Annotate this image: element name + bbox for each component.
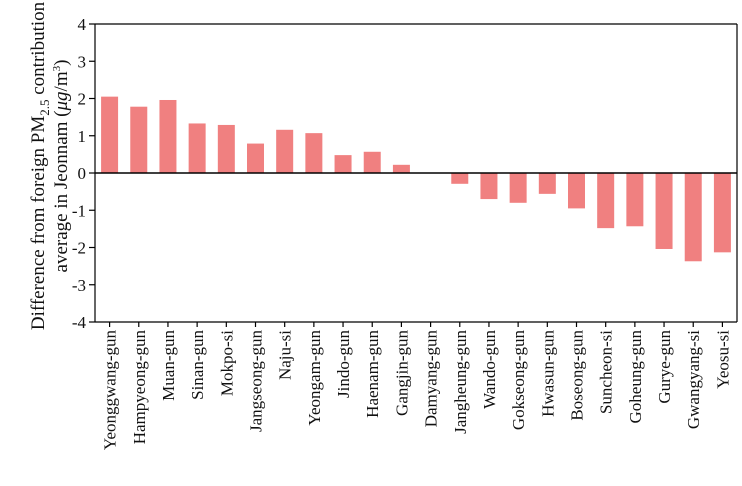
bar (188, 123, 206, 173)
x-tick-label: Boseong-gun (568, 330, 587, 421)
x-tick-label: Mokpo-si (217, 330, 236, 396)
bar (247, 143, 264, 173)
bar (538, 173, 556, 194)
axes-layer (89, 23, 738, 327)
x-tick-label: Damyang-gun (422, 330, 441, 428)
bar (713, 173, 731, 253)
y-tick-label: 2 (78, 90, 87, 109)
bar (276, 129, 294, 173)
x-tick-label: Naju-si (276, 330, 295, 380)
x-tick-label: Hampyeong-gun (130, 330, 149, 445)
x-tick-label: Jindo-gun (334, 330, 353, 399)
x-tick-label: Gurye-gun (655, 330, 674, 404)
bar (597, 173, 615, 229)
labels-layer: -4 -3 -2 -1 0 1 2 3 4 Yeonggwang-gun Hampyeong-gun… (72, 15, 733, 450)
y-tick-label: -4 (72, 313, 87, 332)
x-tick-label: Sinan-gun (188, 330, 207, 400)
bar (568, 173, 585, 209)
bar (655, 173, 673, 249)
bar (334, 155, 352, 173)
bar (684, 173, 702, 262)
x-tick-label: Yeonggwang-gun (101, 330, 120, 451)
x-tick-label: Yeosu-si (713, 330, 732, 389)
bar (363, 151, 381, 173)
x-tick-label: Gangjin-gun (392, 330, 411, 416)
y-tick-label: -2 (72, 239, 86, 258)
bar (392, 164, 410, 173)
x-tick-label: Hwasun-gun (538, 330, 557, 417)
x-tick-label: Jangheung-gun (451, 330, 470, 434)
x-tick-label: Haenam-gun (363, 330, 382, 418)
y-axis-title-line2: average in Jeonnam (μg/m3) (51, 60, 72, 273)
y-tick-label: -3 (72, 276, 86, 295)
bar (626, 173, 644, 227)
x-tick-label: Muan-gun (159, 330, 178, 401)
bars-layer (101, 96, 731, 262)
bar (101, 96, 119, 173)
bar (305, 133, 323, 173)
y-axis-title-line1: Difference from foreign PM2.5 contributi… (28, 1, 52, 330)
y-tick-label: 0 (78, 164, 87, 183)
x-tick-label: Gokseong-gun (509, 330, 528, 431)
x-tick-label: Gwangyang-si (684, 330, 703, 429)
bar (130, 106, 148, 173)
y-tick-label: 4 (78, 15, 87, 34)
y-tick-label: -1 (72, 201, 86, 220)
x-tick-label: Jangseong-gun (247, 330, 266, 432)
x-tick-label: Goheung-gun (626, 330, 645, 424)
bar (509, 173, 527, 203)
y-tick-label: 3 (78, 52, 87, 71)
x-tick-label: Yeongam-gun (305, 330, 324, 426)
x-tick-label: Suncheon-si (597, 330, 616, 414)
bar (451, 173, 469, 184)
bar (159, 99, 177, 173)
x-tick-label: Wando-gun (480, 330, 499, 409)
y-tick-label: 1 (78, 127, 87, 146)
bar (480, 173, 498, 200)
bar (217, 124, 235, 173)
